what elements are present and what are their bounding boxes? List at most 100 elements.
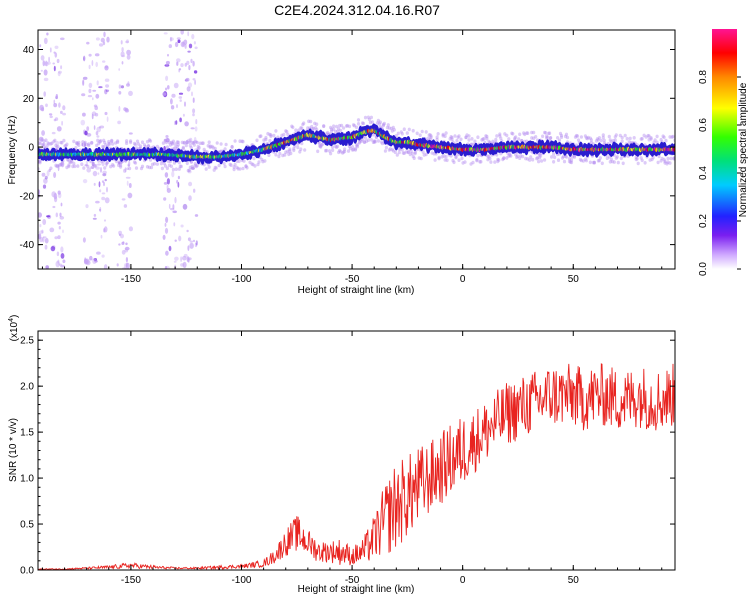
spectrogram-halo-point — [387, 126, 391, 130]
spectrogram-halo-point — [639, 137, 643, 141]
spectrogram-halo-point — [429, 135, 433, 140]
spectrogram-noise-point — [163, 197, 167, 201]
spectrogram-noise-point — [88, 82, 93, 89]
spectrogram-noise-point — [185, 77, 190, 82]
spectrogram-halo-point — [73, 164, 77, 169]
spectrogram-halo-point — [452, 160, 456, 165]
spectrogram-noise-point — [48, 113, 53, 116]
spectrogram-halo-point — [268, 138, 272, 143]
spectrogram-noise-point — [193, 136, 197, 144]
spectrogram-noise-point — [83, 57, 85, 61]
snr-x-tick-label: 0 — [460, 575, 466, 586]
spectrogram-halo-point — [112, 164, 116, 168]
spectrogram-halo-point — [400, 132, 404, 136]
snr-y-tick-label: 2.0 — [20, 382, 34, 393]
spectrogram-halo-point — [210, 144, 214, 149]
spectrogram-halo-point — [315, 122, 319, 126]
spectrogram-noise-point — [42, 60, 46, 67]
spectrogram-halo-point — [286, 132, 290, 137]
spectrogram-halo-point — [330, 127, 334, 131]
spectrogram-halo-point — [496, 157, 500, 162]
spectrogram-halo-point — [94, 164, 98, 168]
spectrogram-halo-point — [300, 141, 304, 146]
spectrogram-halo-point — [52, 139, 56, 144]
spectrogram-halo-point — [588, 160, 593, 165]
snr-x-ticks: -150 -100 -50 0 50 — [41, 331, 663, 586]
spectrogram-halo-point — [422, 153, 426, 157]
spectrogram-halo-point — [286, 149, 290, 154]
spectrogram-noise-point — [51, 131, 56, 135]
spectrogram-noise-point — [95, 37, 100, 41]
spectrogram-noise-point — [62, 259, 66, 264]
spectrogram-halo-point — [526, 131, 530, 135]
spectrogram-noise-point — [102, 170, 107, 175]
spectrogram-halo-point — [655, 134, 659, 139]
spectrogram-halo-point — [309, 119, 313, 124]
spectrogram-noise-point — [170, 37, 174, 41]
spectrogram-halo-point — [339, 149, 343, 154]
spectrogram-halo-point — [315, 127, 319, 132]
spectrogram-halo-point — [507, 137, 511, 141]
spectrogram-halo-point — [232, 167, 236, 172]
spectrogram-halo-point — [256, 162, 260, 167]
spectrogram-noise-point — [102, 60, 106, 63]
spectrogram-noise-point — [172, 210, 177, 214]
spectrogram-halo-point — [99, 139, 103, 143]
spectrogram-halo-point — [578, 157, 583, 162]
spectrogram-noise-point — [84, 130, 88, 136]
spectrogram-halo-point — [338, 148, 342, 153]
spectrogram-halo-point — [643, 161, 647, 165]
spectrogram-noise-point — [85, 160, 88, 167]
spectrogram-halo-point — [457, 134, 461, 138]
spectrogram-halo-point — [319, 145, 323, 149]
spectrogram-noise-point — [177, 181, 180, 188]
spectrogram-halo-point — [514, 152, 518, 157]
spectrogram-noise-point — [83, 141, 86, 145]
spectrogram-halo-point — [72, 139, 76, 144]
spectrogram-noise-point — [128, 132, 133, 135]
spectrogram-noise-point — [165, 216, 169, 223]
spectrogram-halo-point — [568, 160, 573, 164]
colorbar-label: Normalized spectral amplitude — [738, 82, 749, 217]
spectrogram-noise-point — [82, 76, 88, 80]
spectrogram-halo-point — [222, 161, 226, 166]
spectrogram-halo-point — [502, 156, 506, 161]
spectrogram-noise-point — [58, 70, 62, 74]
spectrogram-halo-point — [129, 140, 133, 145]
snr-x-tick-label: -50 — [345, 575, 360, 586]
spectrogram-halo-point — [511, 132, 515, 136]
spectrogram-halo-point — [549, 136, 553, 140]
spectrogram-noise-point — [188, 65, 191, 71]
spectrogram-halo-point — [150, 162, 155, 167]
spectrogram-halo-point — [165, 145, 169, 149]
spectrogram-halo-point — [381, 122, 385, 127]
spectrogram-noise-point — [121, 249, 126, 255]
spectrogram-halo-point — [353, 146, 358, 151]
spectrogram-halo-point — [534, 135, 538, 139]
spectrogram-halo-point — [159, 161, 163, 166]
spectrogram-halo-point — [389, 126, 393, 131]
spectrogram-halo-point — [244, 164, 248, 168]
spectrogram-halo-point — [184, 143, 188, 148]
spectrogram-noise-point — [39, 44, 42, 48]
spectrogram-halo-point — [351, 123, 356, 127]
spectrogram-halo-point — [379, 140, 383, 144]
spectrogram-halo-point — [258, 134, 262, 139]
spectrogram-halo-point — [413, 151, 417, 156]
spectrogram-halo-point — [484, 134, 488, 138]
spectrogram-halo-point — [75, 141, 79, 145]
spectrogram-halo-point — [60, 140, 64, 145]
spectrogram-halo-point — [195, 163, 199, 168]
spectrogram-halo-point — [671, 134, 675, 139]
spectrogram-halo-point — [278, 151, 282, 156]
spectrogram-noise-point — [194, 242, 198, 248]
spectrogram-halo-point — [390, 147, 394, 152]
spectrogram-halo-point — [564, 132, 569, 137]
spectrogram-halo-point — [129, 139, 133, 143]
spectrogram-halo-point — [196, 144, 200, 149]
spectrogram-halo-point — [170, 142, 174, 146]
spectrogram-halo-point — [489, 160, 493, 164]
spectrogram-halo-point — [634, 157, 638, 162]
spectrogram-halo-point — [409, 149, 413, 153]
spectrogram-noise-point — [41, 172, 46, 177]
